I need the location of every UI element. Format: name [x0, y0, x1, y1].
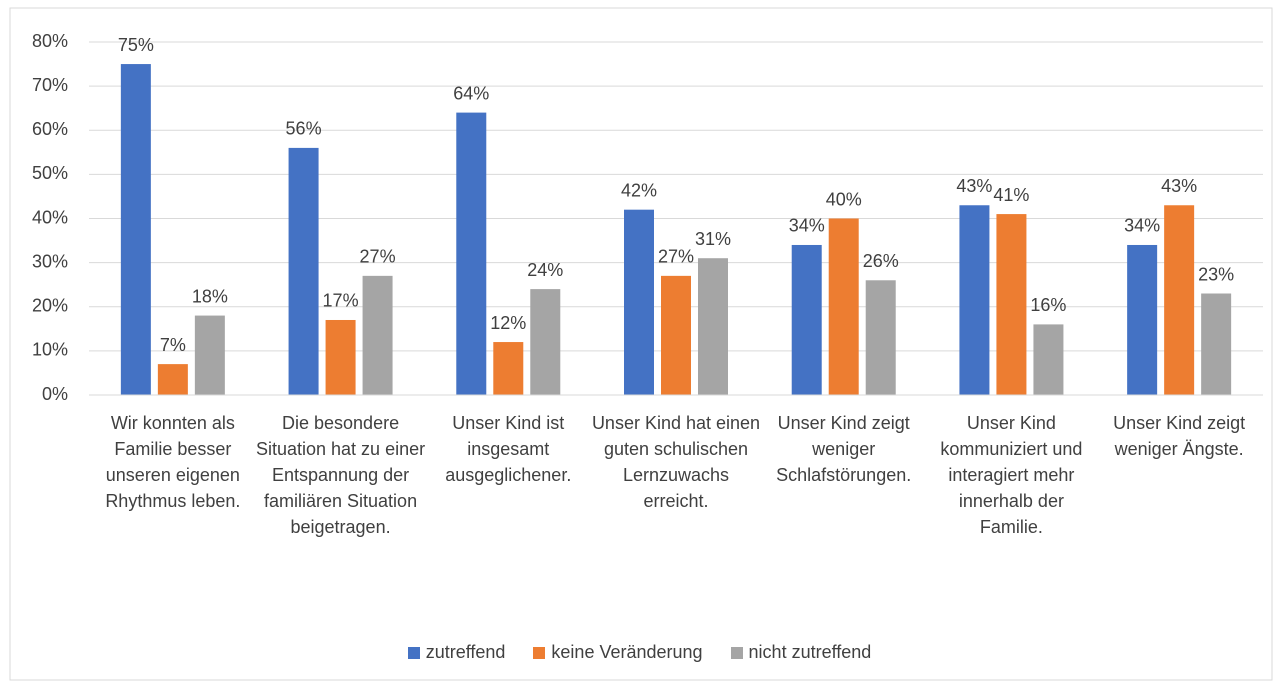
x-tick-label: Unser Kind zeigt weniger Ängste. [1113, 413, 1246, 459]
data-label: 17% [323, 291, 359, 311]
legend-swatch [407, 646, 420, 659]
bar [959, 205, 990, 395]
y-tick-label: 40% [32, 207, 68, 227]
data-label: 24% [527, 260, 563, 280]
y-tick-label: 30% [32, 251, 68, 271]
data-label: 26% [863, 251, 899, 271]
bar [828, 218, 859, 395]
bar [698, 258, 728, 395]
data-label: 34% [1124, 216, 1160, 236]
data-label: 27% [658, 247, 694, 267]
bar [530, 289, 561, 395]
y-tick-label: 70% [32, 75, 68, 95]
legend-swatch [533, 646, 546, 659]
data-label: 75% [118, 35, 154, 55]
bar [325, 319, 356, 395]
bar [120, 64, 151, 395]
x-tick-label: Unser Kind kommuniziert und interagiert … [940, 413, 1083, 537]
bar [1164, 205, 1195, 395]
chart-frame [9, 7, 1273, 681]
data-label: 12% [490, 313, 526, 333]
data-label: 40% [826, 189, 862, 209]
bar [661, 275, 691, 395]
x-tick-label: Unser Kind ist insgesamt ausgeglichener. [445, 413, 572, 485]
bar [1033, 324, 1064, 395]
legend-item: keine Veränderung [533, 642, 703, 663]
bar [624, 209, 654, 395]
bar [865, 280, 896, 395]
data-label: 43% [1161, 176, 1197, 196]
data-label: 41% [993, 185, 1029, 205]
y-tick-label: 10% [32, 340, 68, 360]
x-tick-label: Unser Kind hat einen guten schulischen L… [591, 413, 761, 511]
bar [1127, 244, 1158, 395]
data-label: 43% [956, 176, 992, 196]
y-tick-label: 0% [42, 384, 68, 404]
bar [456, 112, 487, 395]
data-label: 31% [695, 229, 731, 249]
bar [362, 275, 393, 395]
legend-label: zutreffend [425, 642, 506, 662]
data-label: 27% [360, 247, 396, 267]
y-tick-label: 50% [32, 163, 68, 183]
bar [791, 244, 822, 395]
legend-swatch [730, 646, 743, 659]
data-label: 18% [192, 286, 228, 306]
bar [288, 147, 319, 395]
data-label: 7% [160, 335, 186, 355]
legend-label: keine Veränderung [551, 642, 703, 662]
data-label: 16% [1030, 295, 1066, 315]
data-label: 64% [453, 83, 489, 103]
x-tick-label: Die besondere Situation hat zu einer Ent… [255, 413, 426, 537]
legend-item: nicht zutreffend [730, 642, 872, 663]
bar [1201, 293, 1232, 395]
legend-item: zutreffend [407, 642, 506, 663]
bar [493, 342, 524, 395]
data-label: 34% [789, 216, 825, 236]
legend-label: nicht zutreffend [748, 642, 872, 662]
legend: zutreffend keine Veränderung nicht zutreff… [0, 642, 1279, 663]
bar [194, 315, 225, 395]
bar [157, 364, 188, 395]
bar [996, 214, 1027, 395]
y-tick-label: 20% [32, 296, 68, 316]
data-label: 56% [286, 119, 322, 139]
x-tick-label: Wir konnten als Familie besser unseren e… [105, 413, 241, 511]
y-tick-label: 60% [32, 119, 68, 139]
x-tick-label: Unser Kind zeigt weniger Schlafstörungen… [776, 413, 912, 485]
y-tick-label: 80% [32, 31, 68, 51]
data-label: 23% [1198, 264, 1234, 284]
data-label: 42% [621, 180, 657, 200]
